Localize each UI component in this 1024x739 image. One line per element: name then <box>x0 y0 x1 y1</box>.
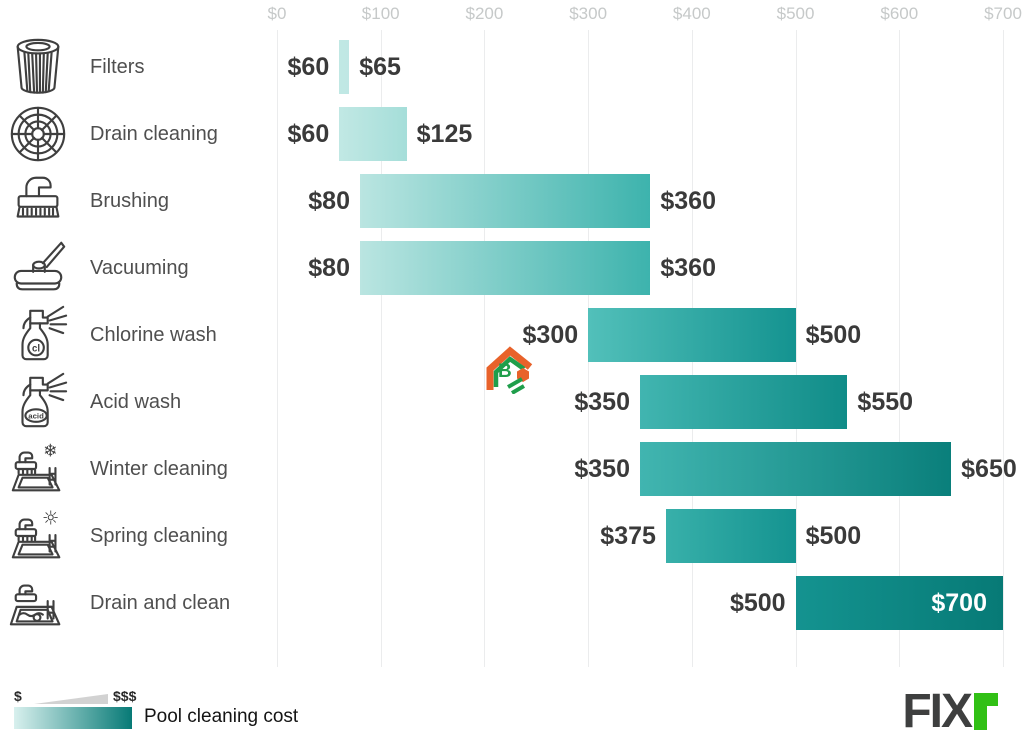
drain-icon <box>7 103 69 165</box>
filters-icon <box>7 36 69 98</box>
pool-spring-icon <box>7 505 69 567</box>
pool-winter-icon <box>7 438 69 500</box>
legend-series-label: Pool cleaning cost <box>144 706 299 727</box>
category-label: Vacuuming <box>90 257 189 279</box>
category-label: Brushing <box>90 190 169 212</box>
category-label: Acid wash <box>90 391 182 413</box>
max-value-label: $500 <box>805 321 862 349</box>
cost-bar <box>640 442 952 496</box>
watermark-logo: B <box>483 344 535 395</box>
grid-line <box>484 30 486 667</box>
min-value-label: $350 <box>574 388 630 416</box>
cost-bar <box>588 308 796 362</box>
acid-spray-icon <box>7 371 69 433</box>
watermark-letter: B <box>498 361 512 382</box>
watermark-house-icon <box>486 346 533 395</box>
x-tick-label: $500 <box>776 4 815 23</box>
vacuum-icon <box>7 237 69 299</box>
cost-bar <box>640 375 848 429</box>
max-value-label: $550 <box>857 388 914 416</box>
x-tick-label: $400 <box>672 4 711 23</box>
x-tick-label: $300 <box>569 4 608 23</box>
legend-wedge-icon <box>34 694 108 704</box>
category-label: Drain and clean <box>90 592 231 614</box>
max-value-label: $700 <box>931 589 987 617</box>
min-value-label: $80 <box>308 187 350 215</box>
cost-bar <box>665 509 796 563</box>
min-value-label: $375 <box>600 522 656 550</box>
max-value-label: $650 <box>961 455 1017 483</box>
min-value-label: $300 <box>522 321 579 349</box>
category-column: Filters Drain cleaning Brushing Vacuuming Ch… <box>0 30 277 667</box>
category-label: Drain cleaning <box>90 123 218 145</box>
min-value-label: $350 <box>574 455 630 483</box>
x-tick-label: $700 <box>984 4 1022 23</box>
x-tick-label: $0 <box>267 4 287 23</box>
legend-low-label: $ <box>14 688 22 704</box>
grid-line <box>899 30 901 667</box>
chlorine-spray-icon <box>7 304 69 366</box>
x-tick-label: $600 <box>880 4 919 23</box>
fixr-logo-text: FIX <box>902 685 973 738</box>
category-label: Winter cleaning <box>90 458 228 480</box>
grid-line <box>1003 30 1004 667</box>
min-value-label: $60 <box>287 53 330 81</box>
cost-bar <box>339 107 407 161</box>
legend-gradient-bar <box>14 707 132 729</box>
pool-drain-clean-icon <box>7 572 69 634</box>
brush-icon <box>7 170 69 232</box>
max-value-label: $360 <box>660 254 716 282</box>
cost-bar <box>339 40 350 94</box>
min-value-label: $80 <box>308 254 350 282</box>
category-label: Spring cleaning <box>90 525 228 547</box>
grid-line <box>795 30 797 667</box>
fixr-logo: FIX <box>902 685 998 738</box>
cost-bar <box>359 241 651 295</box>
max-value-label: $360 <box>660 187 716 215</box>
x-tick-label: $100 <box>361 4 400 23</box>
grid-line <box>277 30 278 667</box>
max-value-label: $125 <box>416 120 473 148</box>
min-value-label: $60 <box>287 120 330 148</box>
category-label: Filters <box>90 56 145 78</box>
min-value-label: $500 <box>729 589 786 617</box>
legend: $ $$$ Pool cleaning cost <box>12 688 432 736</box>
grid-line <box>380 30 382 667</box>
x-tick-label: $200 <box>465 4 504 23</box>
legend-high-label: $$$ <box>113 688 137 704</box>
category-label: Chlorine wash <box>90 324 217 346</box>
max-value-label: $500 <box>805 522 862 550</box>
cost-bar <box>795 576 1003 630</box>
cost-bar <box>359 174 651 228</box>
fixr-logo-r-icon <box>974 693 998 730</box>
max-value-label: $65 <box>359 53 401 81</box>
plot-area: $0 $100 $200 $300 $400 $500 $600 $700 $60 $65 $60 $… <box>268 4 1022 667</box>
